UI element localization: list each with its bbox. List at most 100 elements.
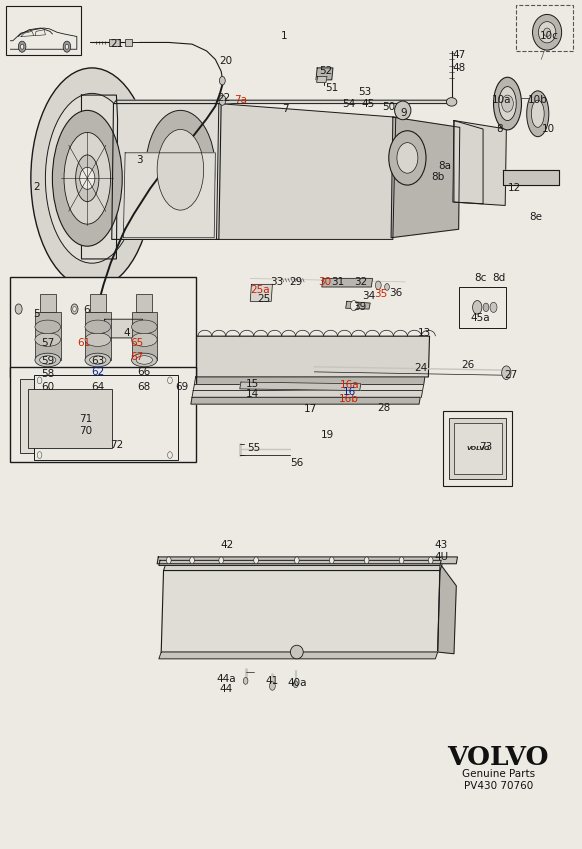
Text: 40a: 40a — [287, 678, 307, 689]
Text: 32: 32 — [354, 277, 367, 287]
Polygon shape — [81, 95, 118, 259]
Circle shape — [37, 452, 42, 458]
Ellipse shape — [446, 98, 457, 106]
Bar — [10, 277, 196, 377]
Circle shape — [63, 42, 71, 53]
Circle shape — [269, 682, 275, 690]
Bar — [125, 39, 132, 46]
Polygon shape — [503, 170, 559, 185]
Polygon shape — [438, 564, 456, 654]
Text: 9: 9 — [400, 108, 407, 118]
Text: 17: 17 — [304, 404, 317, 414]
Text: 8: 8 — [496, 124, 503, 134]
Circle shape — [483, 303, 489, 312]
Polygon shape — [113, 100, 454, 104]
Circle shape — [168, 452, 172, 458]
Polygon shape — [240, 382, 361, 391]
Text: 1: 1 — [281, 31, 288, 41]
Bar — [449, 418, 506, 479]
Bar — [20, 379, 171, 453]
Ellipse shape — [85, 320, 111, 334]
Circle shape — [168, 377, 172, 384]
Circle shape — [166, 557, 171, 564]
Circle shape — [473, 301, 482, 314]
Circle shape — [399, 557, 404, 564]
Circle shape — [65, 44, 69, 49]
Text: 36: 36 — [389, 288, 402, 298]
Bar — [28, 389, 112, 448]
Text: 31: 31 — [331, 277, 344, 287]
Text: 8a: 8a — [438, 161, 451, 171]
Polygon shape — [454, 121, 483, 204]
Ellipse shape — [85, 333, 111, 346]
Bar — [443, 411, 512, 486]
Ellipse shape — [136, 356, 152, 364]
Polygon shape — [191, 397, 420, 404]
Bar — [109, 39, 120, 46]
Text: 30: 30 — [318, 277, 331, 287]
Text: 10b: 10b — [528, 95, 548, 105]
Text: 8d: 8d — [493, 273, 506, 284]
Bar — [136, 294, 152, 312]
Text: 68: 68 — [138, 382, 151, 392]
Circle shape — [428, 557, 433, 564]
Polygon shape — [159, 560, 441, 565]
Text: 2: 2 — [33, 182, 40, 192]
Text: 13: 13 — [418, 328, 431, 338]
Text: 71: 71 — [80, 414, 93, 424]
Text: 69: 69 — [175, 382, 188, 392]
Text: 16b: 16b — [339, 394, 359, 404]
Text: 41: 41 — [266, 676, 279, 686]
Ellipse shape — [146, 110, 215, 229]
Polygon shape — [192, 391, 423, 397]
Circle shape — [350, 301, 357, 311]
Ellipse shape — [290, 645, 303, 659]
Text: 4: 4 — [123, 328, 130, 338]
Text: 19: 19 — [321, 430, 333, 440]
Text: 20: 20 — [219, 56, 232, 66]
Ellipse shape — [533, 14, 562, 50]
Text: 7: 7 — [282, 104, 289, 114]
Polygon shape — [164, 564, 442, 571]
Text: 73: 73 — [479, 441, 492, 452]
Circle shape — [293, 681, 298, 688]
Bar — [34, 375, 178, 460]
Text: 10a: 10a — [492, 95, 512, 105]
Text: 15: 15 — [246, 379, 259, 389]
Bar — [454, 423, 502, 474]
Ellipse shape — [544, 28, 551, 37]
Text: 53: 53 — [358, 87, 371, 97]
Text: 63: 63 — [91, 356, 104, 366]
Text: 26: 26 — [462, 360, 474, 370]
Bar — [459, 287, 506, 328]
Ellipse shape — [538, 22, 556, 43]
Polygon shape — [217, 104, 396, 239]
Text: 44a: 44a — [216, 674, 236, 684]
Bar — [132, 312, 157, 360]
Text: 70: 70 — [80, 426, 93, 436]
Bar — [6, 6, 81, 55]
Text: 8c: 8c — [474, 273, 487, 284]
Ellipse shape — [35, 320, 61, 334]
Polygon shape — [191, 336, 430, 377]
Text: 3: 3 — [136, 155, 143, 165]
Polygon shape — [453, 121, 506, 205]
Circle shape — [329, 557, 334, 564]
Text: 27: 27 — [505, 370, 517, 380]
Text: 33: 33 — [271, 277, 283, 287]
Text: 45a: 45a — [471, 312, 491, 323]
Ellipse shape — [31, 68, 153, 289]
Circle shape — [18, 42, 26, 53]
Circle shape — [294, 557, 299, 564]
Polygon shape — [157, 557, 457, 564]
Text: 44: 44 — [219, 684, 232, 694]
Text: 56: 56 — [290, 458, 303, 468]
Text: 8b: 8b — [431, 171, 444, 182]
Ellipse shape — [35, 333, 61, 346]
Text: 65: 65 — [131, 338, 144, 348]
Polygon shape — [250, 284, 272, 301]
Ellipse shape — [90, 356, 106, 364]
Text: 21: 21 — [110, 39, 123, 49]
Bar — [10, 367, 196, 462]
Circle shape — [502, 366, 511, 380]
